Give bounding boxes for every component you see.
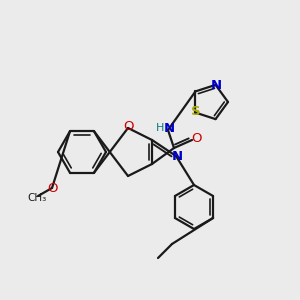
Text: O: O bbox=[192, 133, 202, 146]
Text: N: N bbox=[164, 122, 175, 134]
Text: N: N bbox=[171, 151, 183, 164]
Text: O: O bbox=[124, 121, 134, 134]
Text: S: S bbox=[190, 105, 200, 118]
Text: CH₃: CH₃ bbox=[27, 193, 46, 203]
Text: H: H bbox=[156, 123, 164, 133]
Text: N: N bbox=[211, 80, 222, 92]
Text: O: O bbox=[48, 182, 58, 194]
